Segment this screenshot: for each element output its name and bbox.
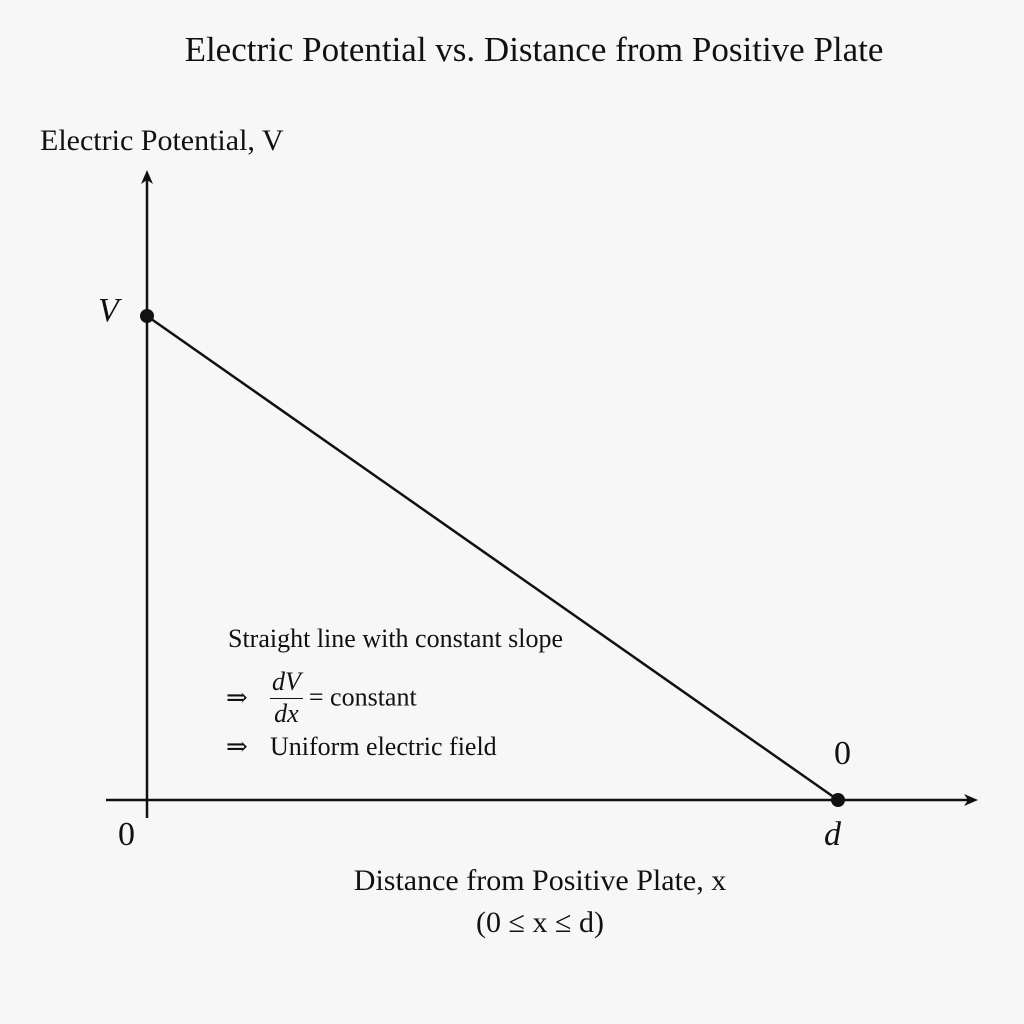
annotation-line-2: ⇒ dV dx = constant xyxy=(226,666,417,729)
annotation-line-3-text: Uniform electric field xyxy=(270,732,497,761)
x-tick-label-origin: 0 xyxy=(118,816,135,853)
chart-title: Electric Potential vs. Distance from Pos… xyxy=(184,30,884,69)
end-point-label: 0 xyxy=(834,735,851,772)
y-axis-label: Electric Potential, V xyxy=(40,124,284,158)
implies-icon: ⇒ xyxy=(226,732,248,761)
potential-line xyxy=(146,314,839,802)
annotation-line-1: Straight line with constant slope xyxy=(228,624,564,653)
fraction-numerator: dV xyxy=(270,666,303,699)
x-axis-label: Distance from Positive Plate, x (0 ≤ x ≤… xyxy=(290,860,790,944)
y-tick-label: V xyxy=(98,292,119,329)
equation-rest: = constant xyxy=(308,682,417,712)
series-layer xyxy=(140,309,845,807)
data-point-0 xyxy=(140,309,154,323)
fraction-denominator: dx xyxy=(274,699,299,728)
y-axis-label-text: Electric Potential, V xyxy=(40,124,284,157)
data-point-1 xyxy=(831,793,845,807)
annotation-line-3: ⇒ Uniform electric field xyxy=(226,732,497,762)
x-range-label: (0 ≤ x ≤ d) xyxy=(476,906,604,939)
derivative-fraction: dV dx xyxy=(270,666,303,729)
x-axis-label-text: Distance from Positive Plate, x xyxy=(353,864,727,897)
implies-icon: ⇒ xyxy=(226,682,248,712)
x-tick-label-d: d xyxy=(824,816,841,853)
